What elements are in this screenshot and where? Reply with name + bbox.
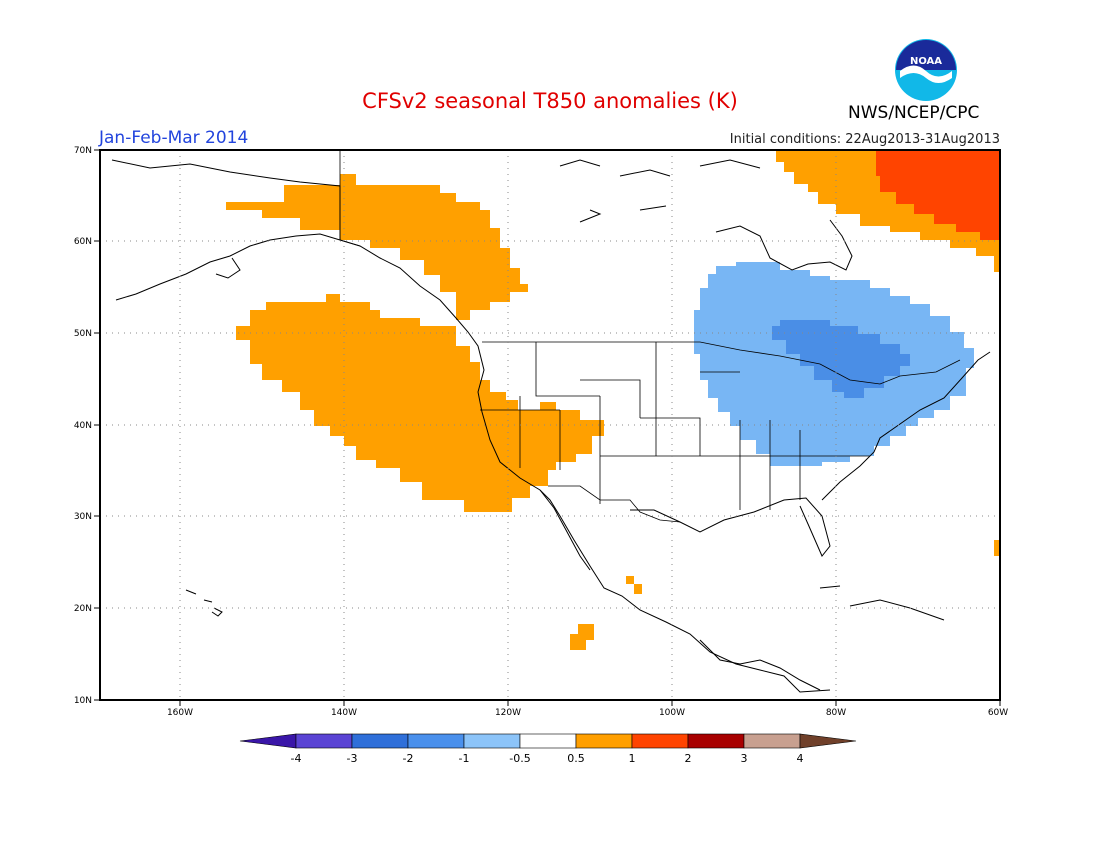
greenland-strong-warm-anomaly: [876, 150, 1000, 240]
logo-text: NOAA: [910, 56, 942, 67]
colorbar-swatch: [351, 733, 409, 749]
atlantic-warm-patch: [994, 540, 1000, 556]
lon-label: 60W: [988, 708, 1008, 718]
colorbar-swatch: [295, 733, 353, 749]
colorbar-swatch: [519, 733, 577, 749]
colorbar-arrow-high: [799, 733, 857, 749]
colorbar-label: 2: [685, 752, 692, 765]
colorbar-arrow-low: [239, 733, 297, 749]
colorbar-label: -4: [291, 752, 302, 765]
colorbar-swatch: [631, 733, 689, 749]
colorbar-swatch: [575, 733, 633, 749]
colorbar-label: 3: [741, 752, 748, 765]
lat-label: 20N: [74, 604, 92, 614]
colorbar-label: 0.5: [567, 752, 585, 765]
colorbar-label: -1: [459, 752, 470, 765]
lat-label: 50N: [74, 329, 92, 339]
forecast-period: Jan-Feb-Mar 2014: [99, 128, 249, 148]
lon-label: 120W: [495, 708, 521, 718]
noaa-logo: NOAA: [895, 39, 957, 101]
color-bar: -4 -3 -2 -1 -0.5 0.5 1 2 3 4: [239, 733, 857, 765]
lat-label: 70N: [74, 146, 92, 156]
alaska-warm-anomaly: [226, 174, 528, 320]
initial-conditions: Initial conditions: 22Aug2013-31Aug2013: [729, 132, 1000, 147]
lat-label: 60N: [74, 237, 92, 247]
lon-label: 140W: [331, 708, 357, 718]
colorbar-swatch: [743, 733, 801, 749]
colorbar-label: -0.5: [509, 752, 530, 765]
mexico-warm-patch: [626, 576, 634, 584]
west-coast-warm-anomaly: [236, 294, 604, 512]
colorbar-label: 4: [797, 752, 804, 765]
colorbar-label: -3: [347, 752, 358, 765]
lon-label: 160W: [167, 708, 193, 718]
mexico-warm-patch: [634, 584, 642, 594]
pacific-warm-patch: [570, 624, 594, 650]
colorbar-swatch: [463, 733, 521, 749]
lat-label: 40N: [74, 421, 92, 431]
graticule: [100, 150, 1000, 700]
political-borders: [339, 150, 961, 523]
lon-label: 100W: [659, 708, 685, 718]
colorbar-swatch: [687, 733, 745, 749]
longitude-labels: 160W 140W 120W 100W 80W 60W: [167, 708, 1008, 718]
colorbar-label: 1: [629, 752, 636, 765]
agency-label: NWS/NCEP/CPC: [848, 103, 980, 123]
lat-label: 30N: [74, 512, 92, 522]
map-title: CFSv2 seasonal T850 anomalies (K): [362, 89, 738, 113]
lon-label: 80W: [826, 708, 846, 718]
colorbar-label: -2: [403, 752, 414, 765]
great-lakes-core-cool-anomaly: [772, 320, 910, 398]
lat-label: 10N: [74, 696, 92, 706]
latitude-labels: 70N 60N 50N 40N 30N 20N 10N: [74, 146, 92, 706]
axis-ticks: [94, 149, 1001, 706]
anomaly-shading: [226, 150, 1000, 650]
colorbar-swatch: [407, 733, 465, 749]
